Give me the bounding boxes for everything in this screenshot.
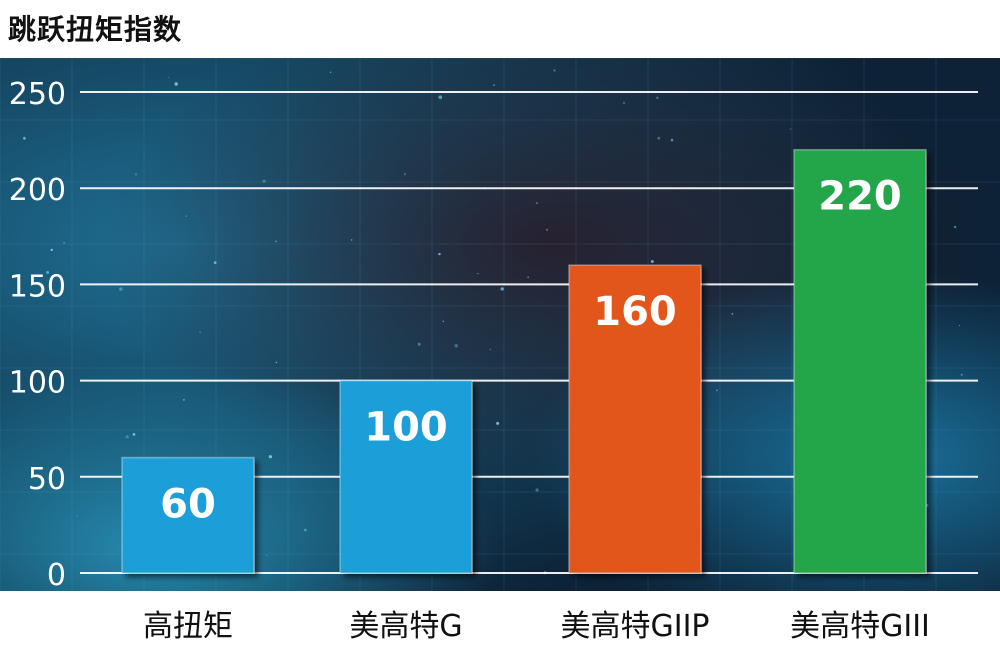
- y-tick-label: 100: [9, 366, 66, 401]
- y-tick-label: 200: [9, 173, 66, 208]
- bar-labels: 60 100 160 220: [160, 174, 902, 528]
- bar: [793, 148, 927, 574]
- x-tick-label: 美高特G: [349, 609, 463, 644]
- bars: [121, 148, 927, 574]
- data-label: 160: [593, 289, 677, 335]
- bar-chart: 0 50 100 150 200 250 60 100 160 220: [0, 58, 1000, 591]
- x-tick-label: 美高特GIIP: [560, 609, 710, 644]
- x-tick-label: 美高特GIII: [790, 609, 930, 644]
- y-tick-label: 150: [9, 269, 66, 304]
- y-tick-label: 0: [47, 558, 66, 591]
- x-tick-label: 高扭矩: [143, 609, 233, 644]
- data-label: 220: [818, 174, 902, 220]
- bar: [339, 379, 473, 574]
- data-label: 60: [160, 482, 216, 528]
- y-tick-label: 250: [9, 77, 66, 112]
- x-axis-labels: 高扭矩 美高特G 美高特GIIP 美高特GIII: [0, 591, 1000, 649]
- data-label: 100: [364, 405, 448, 451]
- bar: [568, 264, 702, 574]
- y-tick-label: 50: [28, 462, 66, 497]
- chart-area: 0 50 100 150 200 250 60 100 160 220: [0, 58, 1000, 591]
- bar: [121, 456, 255, 574]
- y-axis-ticks: 0 50 100 150 200 250: [9, 77, 66, 591]
- chart-title: 跳跃扭矩指数: [8, 13, 183, 46]
